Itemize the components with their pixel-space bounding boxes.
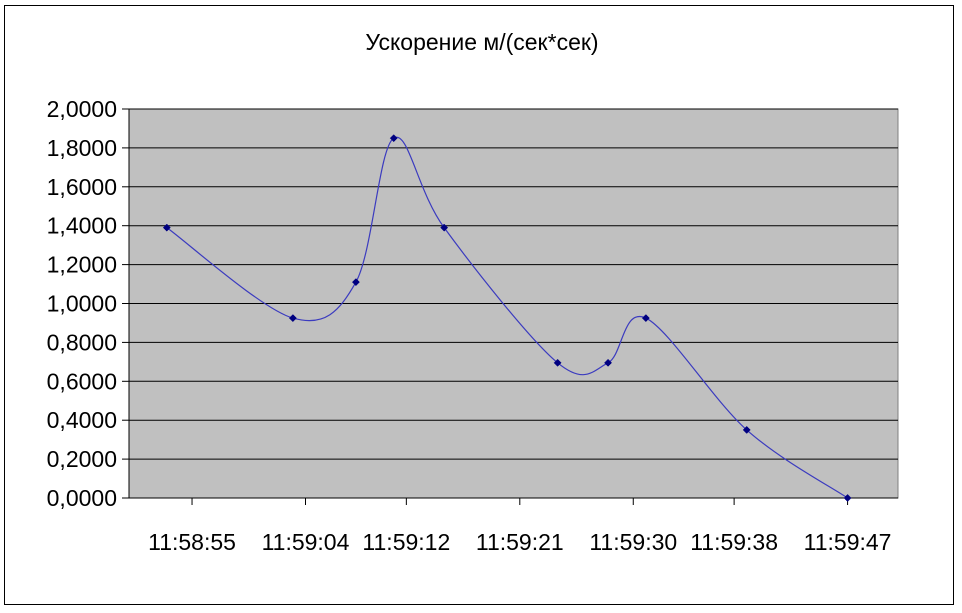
x-tick-label: 11:59:04	[262, 529, 350, 555]
data-point	[843, 494, 852, 502]
chart-title: Ускорение м/(сек*сек)	[365, 29, 598, 55]
x-tick-label: 11:58:55	[148, 529, 236, 555]
y-tick-label: 0,4000	[47, 407, 117, 433]
data-point	[641, 314, 650, 323]
series-line	[166, 136, 848, 499]
x-tick-label: 11:59:30	[589, 529, 677, 555]
data-point	[742, 425, 751, 434]
gridlines	[129, 108, 898, 460]
data-point	[162, 223, 171, 232]
y-axis-ticks: 0,0000 0,2000 0,4000 0,6000 0,8000 1,0000 1,20…	[47, 96, 129, 511]
y-tick-label: 0,0000	[47, 485, 117, 511]
y-tick-label: 1,8000	[47, 135, 117, 161]
series	[162, 134, 852, 502]
y-tick-label: 1,6000	[47, 174, 117, 200]
y-tick-label: 0,6000	[47, 368, 117, 394]
data-point	[553, 358, 562, 367]
data-point	[351, 278, 360, 287]
y-tick-label: 2,0000	[47, 96, 117, 122]
data-point	[440, 223, 449, 232]
data-point	[389, 134, 398, 143]
y-tick-label: 0,2000	[47, 446, 117, 472]
x-tick-label: 11:59:12	[362, 529, 450, 555]
y-tick-label: 0,8000	[47, 329, 117, 355]
y-tick-label: 1,2000	[47, 252, 117, 278]
y-tick-label: 1,0000	[47, 291, 117, 317]
x-tick-label: 11:59:38	[690, 529, 778, 555]
y-tick-label: 1,4000	[47, 213, 117, 239]
data-point	[288, 314, 297, 323]
data-point	[604, 358, 613, 367]
x-tick-label: 11:59:21	[476, 529, 564, 555]
x-tick-label: 11:59:47	[804, 529, 892, 555]
x-axis-ticks: 11:58:55 11:59:04 11:59:12 11:59:21 11:59:30…	[148, 498, 891, 555]
